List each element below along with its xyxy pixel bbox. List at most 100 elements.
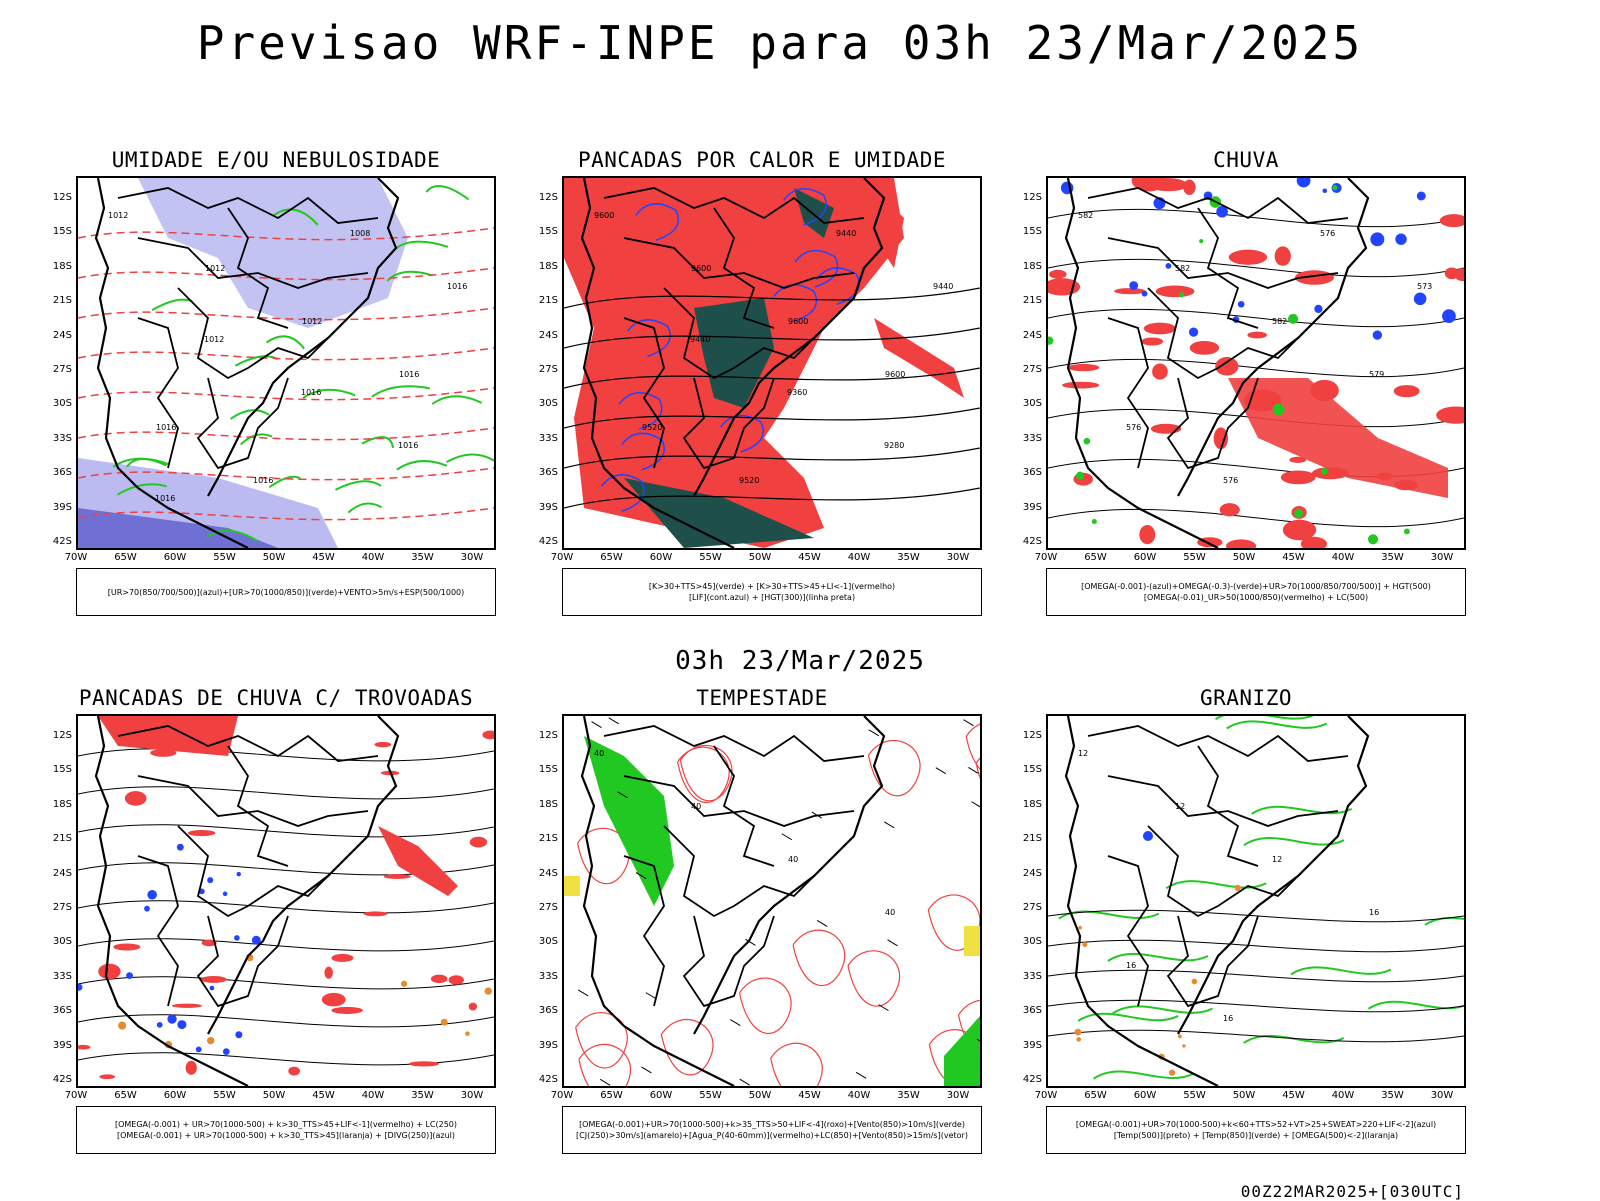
country-border [137, 855, 179, 1007]
temp500-contour [1048, 999, 1464, 1013]
lon-label: 40W [847, 1090, 871, 1101]
wind-vector [968, 767, 979, 774]
lat-label: 42S [1022, 1074, 1042, 1085]
storm-cell [187, 829, 216, 837]
legend-line: [CJ(250)>30m/s](amarelo)+[Agua_P(40-60mm… [576, 1131, 968, 1140]
omega-cell [1191, 978, 1198, 985]
coastline [693, 716, 886, 1035]
lon-label: 45W [798, 1090, 821, 1101]
lon-label: 55W [699, 1090, 722, 1101]
map-plot [76, 714, 496, 1088]
country-border [177, 825, 329, 918]
storm-cell [124, 791, 147, 806]
green-contour [234, 355, 279, 367]
contour-label: 9600 [788, 317, 808, 326]
contour-label: 1016 [156, 423, 176, 432]
omega-cell [1076, 1037, 1082, 1042]
wind-area [584, 736, 674, 906]
storm-cell [288, 1066, 300, 1076]
lat-label: 21S [52, 295, 72, 307]
wind-vector [887, 939, 898, 947]
lon-label: 60W [649, 1090, 673, 1101]
storm-cell [383, 874, 411, 879]
streamline [1048, 358, 1464, 378]
mid-title: 03h 23/Mar/2025 [675, 646, 925, 676]
lon-label: 60W [163, 552, 187, 563]
contour-label: 9600 [885, 370, 905, 379]
omega-cell [1168, 1069, 1176, 1076]
divergence-cell [144, 905, 150, 912]
green-contour [302, 388, 356, 399]
contour-label: 9600 [691, 264, 711, 273]
hgt-contour [564, 287, 980, 309]
lat-label: 18S [538, 260, 558, 272]
streamline [78, 824, 494, 838]
green-contour [371, 385, 431, 398]
hgt-contour [564, 487, 980, 509]
map-plot: 582 582 582 579 576 576 576 573 [1046, 176, 1466, 550]
lon-label: 35W [897, 552, 920, 563]
storm-cell [430, 974, 448, 984]
rain-cell [1155, 285, 1195, 298]
streamline [1048, 258, 1464, 278]
lat-label: 27S [538, 902, 558, 913]
country-border [1107, 317, 1149, 469]
rain-cell [1436, 406, 1464, 424]
green-contour [239, 433, 273, 446]
run-timestamp: 00Z22MAR2025+[030UTC] [1240, 1182, 1464, 1201]
orange-cell [400, 980, 408, 987]
lon-label: 35W [411, 552, 434, 563]
rain-cell [1114, 288, 1146, 295]
panel-legend: [UR>70(850/700/500)](azul)+[UR>70(1000/8… [76, 568, 496, 616]
lat-label: 24S [52, 867, 72, 879]
lon-label: 50W [1232, 1090, 1256, 1101]
rain-cell [1247, 331, 1267, 339]
legend-line: [OMEGA(-0.001)+UR>70(1000-500)+k<60+TTS>… [1075, 1120, 1437, 1129]
lon-label: 60W [1133, 1090, 1157, 1101]
coastline [1177, 178, 1370, 497]
rain-cell [1282, 519, 1317, 541]
green-contour [361, 436, 394, 449]
divergence-cell [235, 1031, 243, 1039]
lat-label: 36S [1022, 1005, 1042, 1017]
k-index-area [794, 188, 834, 238]
lon-label: 55W [699, 552, 722, 563]
coastline [1177, 716, 1370, 1035]
panel-title: UMIDADE E/OU NEBULOSIDADE [111, 148, 441, 172]
lat-label: 15S [1022, 764, 1042, 776]
lon-label: 60W [649, 552, 673, 563]
legend-line: [OMEGA(-0.01)_UR>50(1000/850)(vermelho) … [1143, 593, 1369, 602]
lif-contour [720, 414, 764, 453]
coastline [94, 716, 249, 1086]
temp850-contour [1107, 952, 1209, 962]
lat-label: 18S [1022, 260, 1042, 272]
lon-label: 40W [847, 552, 871, 563]
storm-area [378, 826, 458, 896]
contour-label: 1012 [204, 335, 224, 344]
omega-cell [1370, 232, 1385, 247]
storm-cell [374, 741, 392, 748]
contour-label: 9520 [739, 476, 759, 485]
country-border [1147, 287, 1299, 380]
temp850-contour [1243, 837, 1345, 847]
omega-cell [1288, 313, 1299, 324]
contour-label: 1016 [155, 494, 175, 503]
green-contour [273, 208, 319, 226]
country-border [117, 187, 379, 224]
contour-label: 12 [1175, 802, 1185, 811]
temp850-contour [1243, 1034, 1345, 1044]
water-contour [975, 757, 980, 779]
temp850-contour [1290, 966, 1392, 976]
country-border [137, 237, 369, 289]
omega-cell [1413, 292, 1427, 306]
country-border [623, 237, 855, 289]
divergence-cell [251, 935, 261, 945]
green-contour [396, 460, 448, 471]
wind-vector [635, 872, 647, 879]
lon-label: 30W [460, 552, 484, 563]
country-border [137, 317, 179, 469]
lif-contour [618, 392, 663, 430]
lif-contour [794, 249, 839, 288]
divergence-cell [222, 1048, 230, 1055]
lat-label: 42S [1022, 536, 1042, 547]
